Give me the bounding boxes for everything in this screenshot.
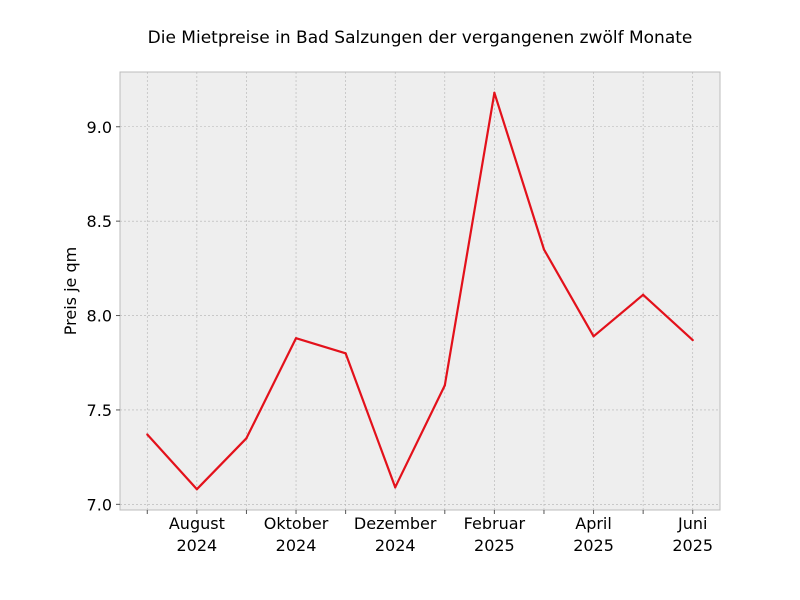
x-tick-label: Dezember 2024 <box>354 514 437 555</box>
x-tick-year: 2024 <box>177 536 218 555</box>
x-tick-label: Juni 2025 <box>672 514 713 555</box>
x-tick-month: Februar <box>464 514 526 533</box>
series-line <box>146 91 694 491</box>
x-axis: August 2024 Oktober 2024 Dezember 2024 Februar… <box>146 510 713 555</box>
data-point <box>493 91 496 94</box>
data-point <box>642 293 645 296</box>
x-tick-year: 2024 <box>375 536 416 555</box>
data-point <box>443 384 446 387</box>
y-tick-label: 9.0 <box>87 118 112 137</box>
x-tick-year: 2025 <box>573 536 614 555</box>
y-axis: 7.0 7.5 8.0 8.5 9.0 <box>87 118 120 514</box>
data-points <box>146 91 694 491</box>
x-tick-year: 2025 <box>672 536 713 555</box>
x-tick-label: August 2024 <box>169 514 225 555</box>
plot-area <box>119 71 721 511</box>
data-point <box>245 437 248 440</box>
x-tick-month: Dezember <box>354 514 437 533</box>
x-tick-month: Juni <box>677 514 707 533</box>
data-point <box>691 338 694 342</box>
y-tick-label: 8.5 <box>87 212 112 231</box>
y-tick-label: 7.5 <box>87 401 112 420</box>
x-tick-month: Oktober <box>264 514 329 533</box>
data-point <box>146 433 149 436</box>
x-tick-year: 2024 <box>276 536 317 555</box>
chart-title: Die Mietpreise in Bad Salzungen der verg… <box>148 28 693 48</box>
data-point <box>394 486 397 489</box>
y-tick-label: 7.0 <box>87 495 112 514</box>
data-point <box>592 335 595 338</box>
x-tick-label: April 2025 <box>573 514 614 555</box>
x-tick-year: 2025 <box>474 536 515 555</box>
x-tick-label: Oktober 2024 <box>264 514 329 555</box>
x-tick-month: August <box>169 514 225 533</box>
data-point <box>542 248 546 251</box>
data-point <box>294 337 298 340</box>
x-tick-month: April <box>575 514 612 533</box>
grid-lines <box>120 72 720 510</box>
x-tick-label: Februar 2025 <box>464 514 526 555</box>
y-tick-label: 8.0 <box>87 307 112 326</box>
data-point <box>195 488 198 491</box>
data-point <box>344 352 347 355</box>
y-axis-label: Preis je qm <box>61 247 80 335</box>
